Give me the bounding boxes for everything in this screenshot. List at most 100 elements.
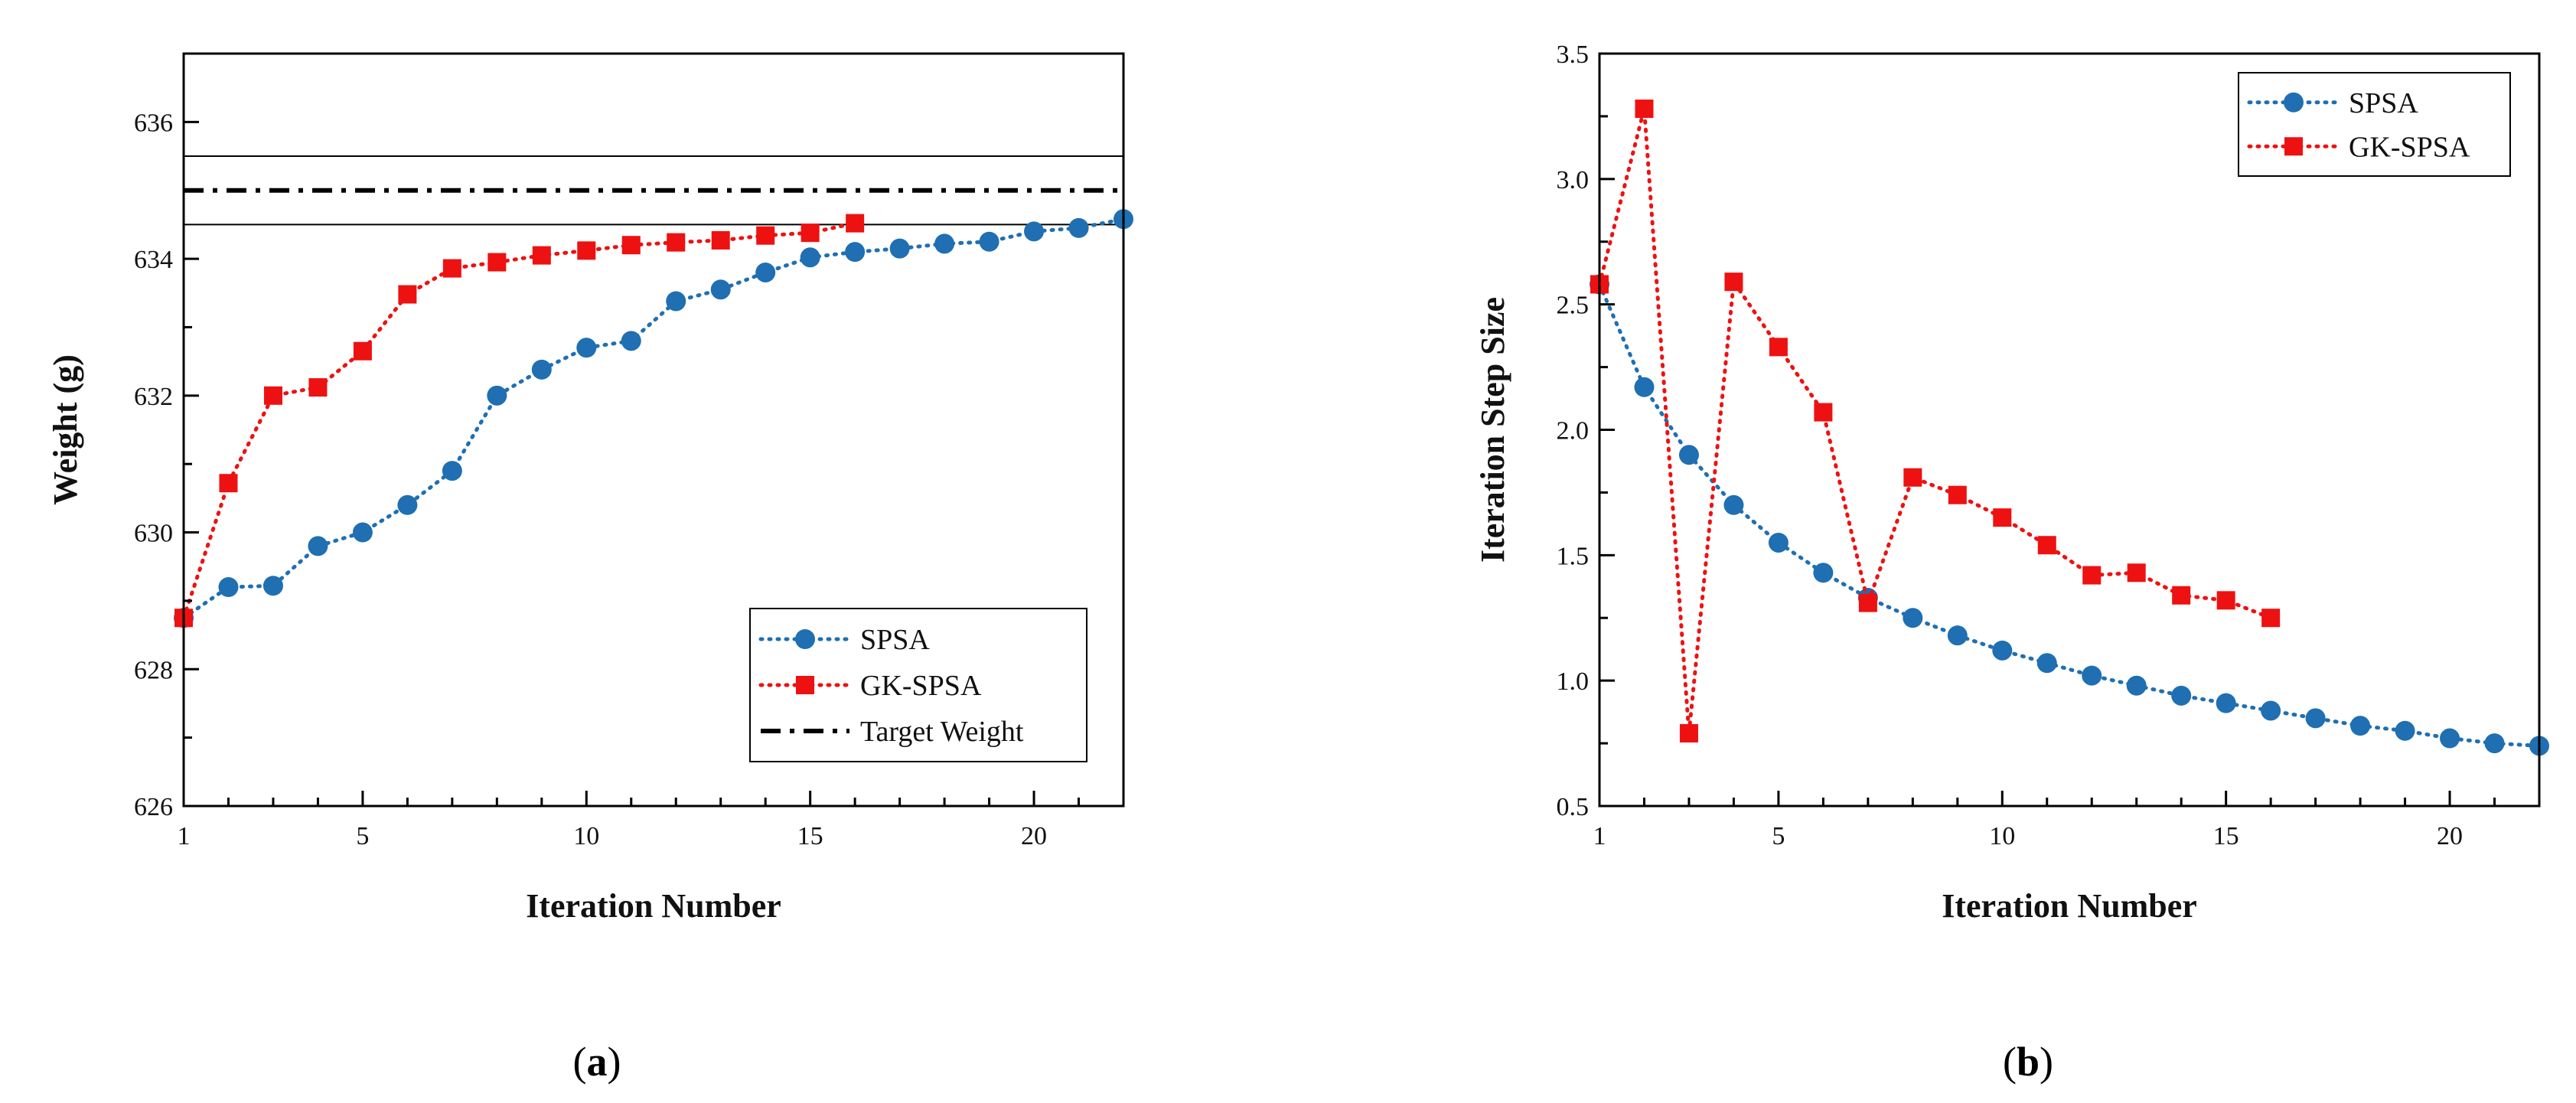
data-point-gk-spsa <box>1814 403 1833 422</box>
data-point-spsa <box>262 576 283 596</box>
x-tick-label: 10 <box>573 822 599 850</box>
x-tick-label: 5 <box>1772 822 1785 850</box>
legend-marker-spsa <box>795 629 815 649</box>
x-tick-label: 15 <box>797 822 823 850</box>
y-tick-label: 2.5 <box>1557 292 1590 320</box>
data-point-spsa <box>487 385 507 406</box>
data-point-gk-spsa <box>2261 609 2281 628</box>
data-point-spsa <box>2216 693 2236 713</box>
data-point-gk-spsa <box>219 474 238 493</box>
y-tick-label: 630 <box>134 520 173 548</box>
panel-label: (b) <box>2003 1039 2053 1085</box>
data-point-spsa <box>1903 608 1923 628</box>
plot-frame <box>182 52 1125 808</box>
data-point-spsa <box>442 461 462 481</box>
data-point-spsa <box>1947 625 1968 646</box>
x-axis-label: Iteration Number <box>1942 887 2197 925</box>
y-tick-label: 0.5 <box>1557 793 1590 821</box>
data-point-spsa <box>2261 700 2281 721</box>
y-tick-label: 3.5 <box>1557 41 1590 69</box>
data-point-spsa <box>397 494 418 515</box>
data-point-gk-spsa <box>1858 593 1877 612</box>
data-point-gk-spsa <box>711 230 730 250</box>
data-point-spsa <box>2484 733 2505 754</box>
data-point-spsa <box>845 242 866 263</box>
x-tick-label: 10 <box>1989 822 2015 850</box>
data-point-gk-spsa <box>2037 536 2056 555</box>
data-point-spsa <box>666 291 686 312</box>
data-point-spsa <box>1992 640 2013 661</box>
y-axis-label: Iteration Step Size <box>1474 297 1511 563</box>
y-tick-label: 1.5 <box>1557 542 1590 570</box>
data-point-gk-spsa <box>1724 272 1743 292</box>
data-point-spsa <box>1723 494 1744 515</box>
data-point-spsa <box>2350 716 2371 736</box>
data-point-spsa <box>2305 708 2326 729</box>
data-point-spsa <box>710 279 731 300</box>
y-tick-label: 3.0 <box>1557 166 1590 194</box>
data-point-spsa <box>800 247 820 268</box>
data-point-gk-spsa <box>756 226 775 245</box>
data-point-gk-spsa <box>846 214 865 233</box>
legend-label-target-weight: Target Weight <box>860 716 1024 748</box>
data-point-gk-spsa <box>263 386 282 405</box>
legend: SPSA GK-SPSA <box>2238 72 2511 177</box>
data-point-spsa <box>621 331 641 351</box>
x-tick-label: 1 <box>178 822 191 850</box>
data-point-spsa <box>1768 532 1789 553</box>
data-point-spsa <box>979 231 999 252</box>
y-tick-label: 634 <box>134 246 173 274</box>
data-point-spsa <box>576 338 597 358</box>
legend-marker-gk-spsa <box>796 676 814 694</box>
data-point-spsa <box>1024 221 1045 242</box>
data-point-spsa <box>1813 563 1834 583</box>
data-point-spsa <box>218 577 239 598</box>
x-tick-label: 5 <box>356 822 369 850</box>
data-point-gk-spsa <box>532 246 551 265</box>
data-point-gk-spsa <box>2127 563 2146 583</box>
data-point-gk-spsa <box>2082 566 2102 585</box>
legend-box <box>2238 72 2511 177</box>
y-axis-label: Weight (g) <box>47 354 84 505</box>
x-axis-label: Iteration Number <box>526 887 781 925</box>
y-tick-label: 626 <box>134 793 173 821</box>
data-point-gk-spsa <box>1948 485 1967 504</box>
data-point-spsa <box>934 233 955 254</box>
data-point-gk-spsa <box>2216 591 2235 610</box>
data-point-spsa <box>755 262 776 282</box>
y-tick-label: 636 <box>134 109 173 137</box>
y-tick-label: 632 <box>134 383 173 411</box>
legend-label-spsa: SPSA <box>2349 87 2418 119</box>
data-point-gk-spsa <box>442 259 461 278</box>
data-point-gk-spsa <box>2172 586 2191 605</box>
legend-label-spsa: SPSA <box>860 624 930 656</box>
data-point-gk-spsa <box>353 341 372 361</box>
data-point-spsa <box>352 522 373 543</box>
series-line-spsa <box>1597 282 2542 748</box>
legend-marker-gk-spsa <box>2284 137 2303 156</box>
data-point-spsa <box>2036 653 2057 674</box>
data-point-spsa <box>531 359 552 380</box>
legend-label-gk-spsa: GK-SPSA <box>2349 131 2470 163</box>
data-point-gk-spsa <box>667 233 686 252</box>
data-point-spsa <box>2395 720 2415 741</box>
series-line-gk-spsa <box>1597 108 2273 734</box>
data-point-gk-spsa <box>801 224 820 243</box>
data-point-gk-spsa <box>398 285 417 304</box>
data-point-gk-spsa <box>1903 468 1922 487</box>
data-point-spsa <box>1068 217 1089 238</box>
data-point-gk-spsa <box>621 236 641 255</box>
panel-label: (a) <box>573 1039 621 1085</box>
y-tick-label: 2.0 <box>1557 417 1590 445</box>
data-point-gk-spsa <box>1679 723 1698 742</box>
data-point-spsa <box>2171 685 2192 706</box>
x-tick-label: 15 <box>2213 822 2239 850</box>
legend: SPSA GK-SPSA Target Weight <box>749 608 1087 762</box>
data-point-spsa <box>889 238 910 259</box>
legend-label-gk-spsa: GK-SPSA <box>860 670 982 702</box>
panel-label-letter: b <box>2017 1039 2040 1085</box>
data-point-spsa <box>2440 728 2460 749</box>
x-tick-label: 20 <box>2437 822 2463 850</box>
